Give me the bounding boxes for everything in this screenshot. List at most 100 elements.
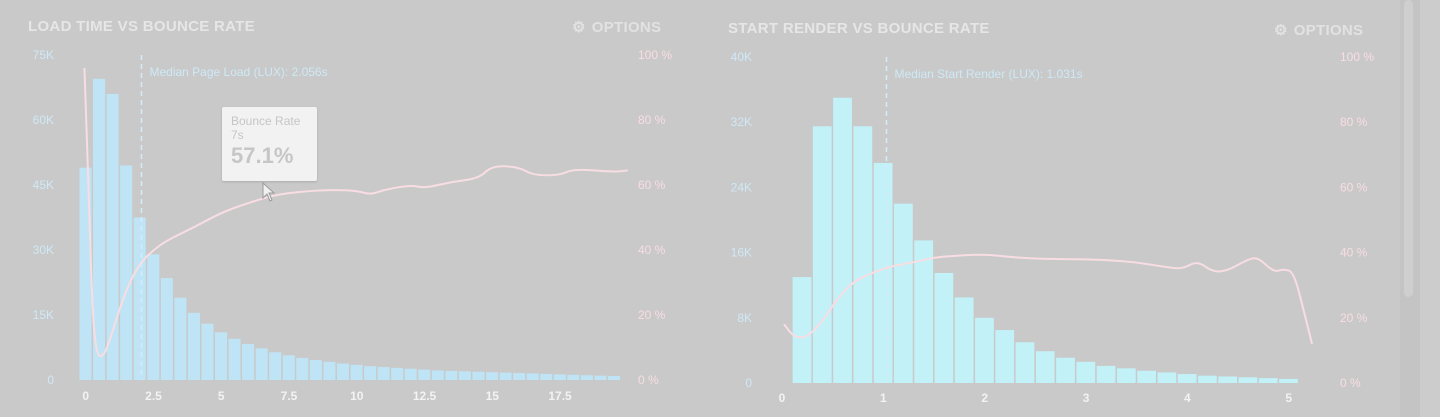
x-tick-label: 12.5 — [413, 389, 437, 403]
histogram-bar — [174, 297, 187, 380]
histogram-bar — [914, 240, 934, 383]
pointer-cursor-icon — [262, 182, 276, 202]
histogram-bar — [201, 323, 214, 380]
histogram-bar — [607, 376, 620, 380]
histogram-bar — [1056, 357, 1075, 383]
x-tick-label: 2 — [981, 391, 988, 405]
histogram-bar — [1238, 377, 1258, 383]
histogram-bar — [242, 344, 255, 380]
bounce-rate-line — [83, 67, 629, 358]
y-right-tick-label: 0 % — [1340, 376, 1361, 390]
histogram-bar — [934, 272, 954, 383]
tooltip-x-value: 7s — [231, 128, 244, 142]
histogram-bar — [1157, 372, 1177, 383]
histogram-bar — [160, 278, 173, 380]
scrollbar-thumb[interactable] — [1404, 0, 1413, 297]
y-left-tick-label: 24K — [731, 180, 752, 194]
x-tick-label: 3 — [1083, 391, 1090, 405]
histogram-bar — [1198, 375, 1217, 383]
histogram-bar — [975, 317, 994, 383]
histogram-bar — [853, 126, 873, 384]
histogram-bar — [513, 373, 526, 380]
histogram-bar — [540, 373, 553, 380]
histogram-bar — [553, 374, 566, 380]
histogram-bar — [296, 357, 309, 380]
bounce-rate-line — [783, 253, 1314, 345]
x-tick-label: 0 — [779, 391, 786, 405]
y-left-tick-label: 75K — [33, 48, 54, 62]
histogram-bar — [1015, 342, 1035, 383]
options-button[interactable]: ⚙ OPTIONS — [572, 18, 661, 36]
start-render-chart: 0 8K 16K 24K 32K 40K 0 % 20 % 40 % 60 % 80 % 100 % 0… — [731, 50, 1375, 405]
x-tick-label: 7.5 — [281, 389, 298, 403]
tooltip-value: 57.1% — [231, 143, 294, 168]
load-time-panel: LOAD TIME VS BOUNCE RATE ⚙ OPTIONS 0 15K 30… — [0, 0, 700, 417]
histogram-bar — [269, 352, 282, 380]
histogram-bar — [1035, 351, 1055, 383]
histogram-bar — [282, 355, 295, 380]
histogram-bar — [792, 277, 812, 383]
histogram-bar — [458, 371, 471, 380]
y-left-tick-label: 32K — [731, 115, 752, 129]
histogram-bar — [567, 374, 580, 380]
histogram-bar — [499, 372, 512, 380]
histogram-bar — [350, 364, 363, 380]
start-render-panel: START RENDER VS BOUNCE RATE ⚙ OPTIONS 0 8K… — [700, 0, 1412, 417]
histogram-bar — [893, 203, 913, 383]
load-time-chart: 0 15K 30K 45K 60K 75K 0 % 20 % 40 % 60 % 80 % 100 %… — [33, 48, 673, 403]
y-right-tick-label: 80 % — [1340, 115, 1368, 129]
x-tick-label: 2.5 — [145, 389, 162, 403]
y-right-tick-label: 60 % — [638, 178, 666, 192]
histogram-bar — [133, 217, 146, 380]
histogram-bar — [79, 167, 92, 380]
histogram-bar — [1076, 361, 1096, 383]
y-left-tick-label: 45K — [33, 178, 54, 192]
y-right-tick-label: 0 % — [638, 373, 659, 387]
x-tick-label: 17.5 — [548, 389, 572, 403]
x-tick-label: 5 — [218, 389, 225, 403]
y-left-tick-label: 60K — [33, 113, 54, 127]
histogram-bar — [215, 332, 228, 380]
histogram-bar — [954, 297, 974, 383]
median-label: Median Page Load (LUX): 2.056s — [149, 65, 327, 79]
histogram-bar — [594, 375, 607, 380]
histogram-bar — [228, 338, 241, 380]
tooltip-title: Bounce Rate — [231, 114, 301, 128]
y-left-tick-label: 0 — [47, 373, 54, 387]
histogram-bar — [833, 97, 852, 383]
histogram-bar — [377, 367, 390, 380]
histogram-bar — [120, 165, 133, 380]
histogram-bar — [1096, 365, 1116, 383]
histogram-bar — [187, 312, 200, 380]
median-label: Median Start Render (LUX): 1.031s — [894, 67, 1082, 81]
x-tick-label: 10 — [350, 389, 364, 403]
histogram-bar — [93, 78, 106, 380]
x-tick-label: 15 — [486, 389, 500, 403]
y-left-tick-label: 40K — [731, 50, 752, 64]
histogram-bar — [364, 366, 377, 380]
y-left-tick-label: 0 — [745, 376, 752, 390]
y-left-tick-label: 8K — [737, 311, 752, 325]
histogram-bar — [526, 373, 539, 380]
page-edge — [1420, 0, 1440, 417]
x-tick-label: 4 — [1184, 391, 1191, 405]
options-button[interactable]: ⚙ OPTIONS — [1274, 21, 1363, 39]
histogram-bar — [580, 375, 593, 380]
y-right-tick-label: 80 % — [638, 113, 666, 127]
histogram-bar — [1218, 376, 1238, 383]
panel-title: LOAD TIME VS BOUNCE RATE — [28, 18, 255, 35]
x-tick-label: 5 — [1285, 391, 1292, 405]
y-right-tick-label: 60 % — [1340, 180, 1368, 194]
histogram-bar — [336, 363, 349, 380]
x-tick-label: 0 — [82, 389, 89, 403]
histogram-bar — [1116, 368, 1136, 383]
histogram-bar — [431, 370, 444, 380]
histogram-bar — [486, 372, 499, 380]
y-right-tick-label: 20 % — [638, 308, 666, 322]
panel-title: START RENDER VS BOUNCE RATE — [728, 20, 990, 37]
histogram-bar — [1279, 378, 1298, 383]
y-right-tick-label: 100 % — [1340, 50, 1374, 64]
histogram-bar — [812, 126, 832, 384]
histogram-bar — [255, 348, 268, 380]
histogram-bar — [323, 361, 336, 380]
